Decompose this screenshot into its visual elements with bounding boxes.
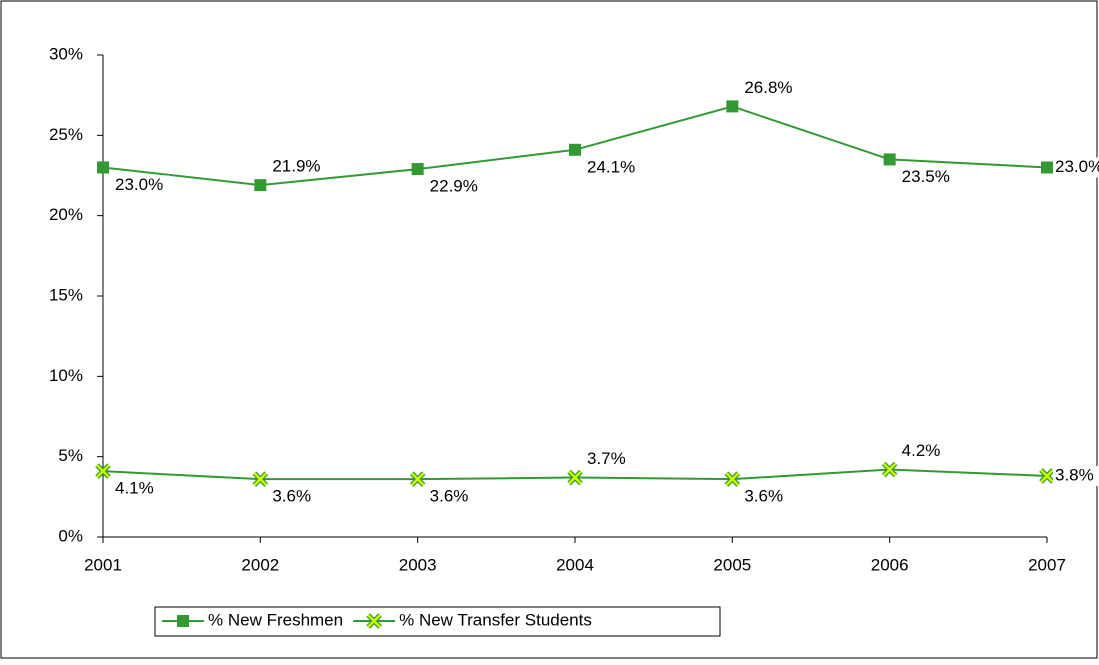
data-label-bg xyxy=(113,479,169,500)
data-label: 4.2% xyxy=(902,441,941,460)
marker-square xyxy=(1041,161,1053,174)
marker xyxy=(567,469,583,486)
data-label: 23.0% xyxy=(115,175,163,194)
marker xyxy=(724,471,741,487)
marker-square xyxy=(254,179,267,192)
data-label-bg xyxy=(585,157,641,178)
data-label: 21.9% xyxy=(272,157,320,176)
marker-x xyxy=(725,472,740,487)
y-tick-label: 20% xyxy=(49,205,83,224)
marker-square xyxy=(726,100,739,113)
marker-x xyxy=(367,614,381,628)
marker-x xyxy=(568,470,582,485)
y-tick-label: 25% xyxy=(49,125,83,144)
data-label-bg xyxy=(1053,157,1099,178)
data-label: 23.5% xyxy=(902,167,950,186)
marker xyxy=(1041,161,1053,174)
legend-label: % New Transfer Students xyxy=(399,610,592,629)
marker-x xyxy=(882,462,897,477)
x-tick-label: 2005 xyxy=(713,555,751,574)
marker-x xyxy=(1040,469,1054,483)
legend: % New Freshmen % New Transfer Students xyxy=(154,606,721,637)
marker xyxy=(97,161,109,174)
data-label: 26.8% xyxy=(744,78,792,97)
marker xyxy=(177,615,189,627)
data-label-bg xyxy=(899,441,956,462)
data-label: 3.7% xyxy=(587,449,626,468)
x-tick-label: 2007 xyxy=(1028,555,1066,574)
data-label: 3.6% xyxy=(430,487,469,506)
legend-box xyxy=(154,606,721,637)
data-label-bg xyxy=(427,487,484,508)
marker xyxy=(881,461,898,478)
marker xyxy=(366,613,382,629)
data-label: 24.1% xyxy=(587,157,635,176)
marker xyxy=(1039,468,1055,484)
data-label-bg xyxy=(899,167,956,188)
marker xyxy=(569,143,581,156)
data-label: 3.8% xyxy=(1055,465,1094,484)
data-label-bg xyxy=(270,487,327,508)
y-tick-label: 5% xyxy=(58,446,83,465)
marker-x xyxy=(253,472,268,487)
data-label-bg xyxy=(742,487,799,508)
legend-label: % New Freshmen xyxy=(208,610,343,629)
marker xyxy=(409,471,426,487)
data-label: 3.6% xyxy=(272,487,311,506)
data-label-bg xyxy=(270,157,327,178)
marker-square xyxy=(177,615,189,627)
data-label: 23.0% xyxy=(1055,157,1099,176)
marker xyxy=(411,163,424,176)
x-tick-label: 2003 xyxy=(399,555,437,574)
marker xyxy=(726,100,739,113)
data-label-bg xyxy=(585,449,641,470)
data-label-bg xyxy=(113,175,169,196)
marker-square xyxy=(883,153,896,166)
y-tick-label: 15% xyxy=(49,285,83,304)
x-tick-label: 2002 xyxy=(241,555,279,574)
data-label-bg xyxy=(1053,465,1099,486)
data-label-bg xyxy=(427,177,484,198)
marker xyxy=(883,153,896,166)
marker xyxy=(252,471,269,487)
x-tick-label: 2004 xyxy=(556,555,594,574)
y-tick-label: 30% xyxy=(49,44,83,63)
y-tick-label: 0% xyxy=(58,526,83,545)
marker-square xyxy=(411,163,424,176)
x-tick-label: 2006 xyxy=(871,555,909,574)
data-label: 3.6% xyxy=(744,487,783,506)
marker-square xyxy=(97,161,109,174)
data-label: 4.1% xyxy=(115,479,154,498)
marker xyxy=(254,179,267,192)
marker-x xyxy=(96,464,110,479)
marker-x xyxy=(410,472,425,487)
y-tick-label: 10% xyxy=(49,366,83,385)
data-label-bg xyxy=(742,78,799,99)
data-label: 22.9% xyxy=(430,177,478,196)
x-tick-label: 2001 xyxy=(84,555,122,574)
marker-square xyxy=(569,143,581,156)
marker xyxy=(95,463,111,479)
